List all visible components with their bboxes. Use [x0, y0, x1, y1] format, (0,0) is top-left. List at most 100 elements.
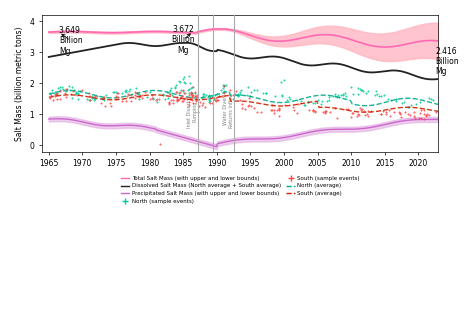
Point	[233, 92, 240, 97]
Point	[133, 90, 140, 96]
Point	[173, 98, 181, 103]
Point	[422, 114, 430, 119]
Point	[290, 108, 298, 113]
Point	[174, 97, 182, 103]
Point	[404, 112, 412, 117]
Point	[285, 94, 292, 100]
Point	[275, 107, 283, 112]
Point	[214, 97, 221, 102]
Point	[334, 92, 342, 97]
Point	[135, 96, 142, 101]
Point	[294, 97, 301, 103]
Point	[234, 93, 241, 99]
Point	[361, 108, 368, 113]
Point	[355, 86, 362, 91]
Point	[359, 87, 366, 92]
Point	[407, 103, 415, 108]
Point	[131, 92, 139, 97]
Point	[164, 89, 171, 94]
Point	[371, 92, 379, 97]
Point	[305, 108, 313, 113]
Point	[160, 92, 167, 98]
Point	[281, 102, 288, 108]
Point	[208, 94, 215, 99]
Point	[322, 108, 329, 113]
Point	[398, 114, 405, 119]
Point	[187, 89, 195, 94]
Point	[384, 96, 392, 101]
Point	[245, 102, 253, 107]
Point	[91, 93, 98, 98]
Point	[257, 109, 264, 115]
Point	[188, 84, 196, 90]
Point	[206, 99, 214, 104]
Point	[198, 103, 206, 108]
Point	[93, 94, 100, 99]
Point	[106, 101, 114, 106]
Point	[244, 103, 252, 108]
Point	[205, 97, 212, 103]
Point	[100, 94, 108, 100]
Point	[339, 92, 347, 97]
Point	[195, 104, 203, 109]
Point	[47, 92, 55, 97]
Point	[421, 112, 428, 117]
Point	[188, 90, 196, 96]
Point	[294, 101, 301, 106]
Point	[199, 91, 207, 96]
Point	[234, 92, 242, 97]
Point	[56, 97, 64, 102]
Point	[186, 80, 194, 85]
Point	[153, 99, 161, 104]
Point	[243, 93, 250, 98]
Point	[397, 110, 404, 116]
Point	[55, 85, 62, 91]
Point	[56, 87, 64, 93]
Point	[166, 92, 174, 97]
Point	[165, 101, 173, 106]
Point	[69, 88, 77, 94]
Point	[405, 104, 412, 109]
Point	[213, 98, 221, 103]
Point	[317, 101, 324, 106]
Point	[232, 92, 239, 97]
Point	[123, 93, 130, 98]
Point	[74, 96, 82, 101]
Point	[259, 90, 266, 96]
Point	[161, 96, 169, 101]
Point	[165, 90, 173, 95]
Point	[178, 93, 186, 99]
Point	[109, 89, 117, 94]
Point	[121, 88, 128, 93]
Point	[201, 91, 208, 96]
Point	[138, 95, 146, 100]
Point	[373, 91, 381, 96]
Point	[349, 92, 357, 97]
Point	[420, 108, 428, 113]
Point	[325, 98, 333, 103]
Point	[293, 110, 301, 115]
Point	[156, 141, 164, 147]
Point	[173, 90, 181, 95]
Point	[364, 109, 372, 114]
Point	[210, 96, 218, 102]
Point	[152, 98, 160, 103]
Point	[63, 86, 71, 91]
Point	[90, 95, 98, 100]
Point	[148, 96, 156, 101]
Point	[334, 115, 341, 121]
Point	[167, 97, 175, 103]
Point	[118, 98, 126, 104]
Point	[131, 96, 139, 101]
Point	[405, 104, 412, 109]
Point	[297, 98, 304, 104]
Point	[277, 79, 284, 84]
Point	[83, 96, 91, 102]
Point	[134, 91, 141, 96]
Point	[253, 88, 260, 93]
Point	[122, 98, 130, 103]
Point	[271, 107, 278, 112]
Point	[176, 79, 183, 84]
Point	[246, 94, 254, 99]
Point	[418, 108, 425, 113]
